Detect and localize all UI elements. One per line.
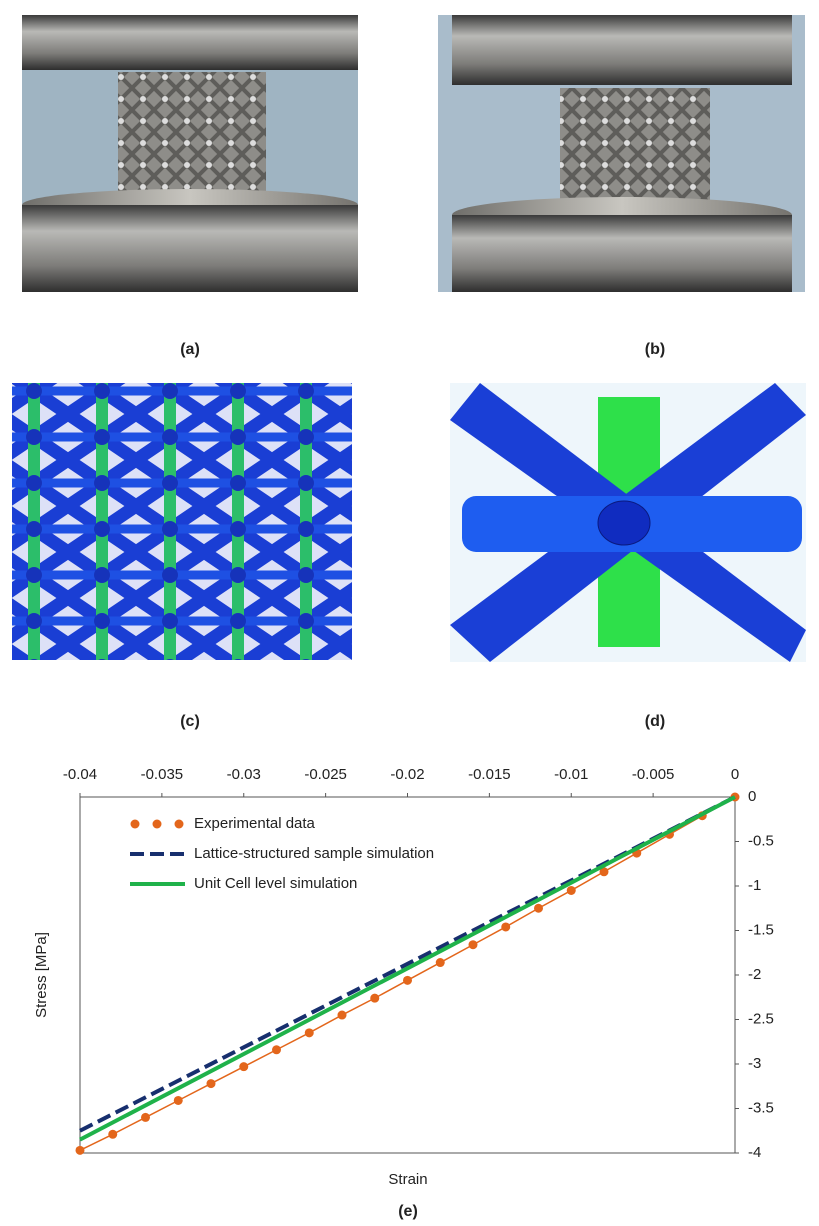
lattice-struts (12, 383, 352, 660)
legend-label: Lattice-structured sample simulation (194, 845, 434, 862)
panel-label: (b) (645, 341, 665, 358)
data-point (239, 1062, 248, 1071)
data-point (141, 1113, 150, 1122)
panel-label: (c) (180, 713, 200, 730)
upper-plate (452, 15, 792, 85)
lattice-simulation (12, 383, 352, 660)
unit-cell (450, 383, 806, 662)
x-tick-label: -0.03 (227, 766, 261, 783)
x-tick-label: -0.035 (141, 766, 184, 783)
data-point (403, 976, 412, 985)
x-axis-label: Strain (388, 1171, 427, 1188)
data-point (108, 1130, 117, 1139)
x-tick-label: -0.02 (390, 766, 424, 783)
y-axis-label: Stress [MPa] (33, 932, 50, 1018)
x-tick-label: -0.025 (304, 766, 347, 783)
x-tick-label: -0.015 (468, 766, 511, 783)
y-tick-label: -1 (748, 877, 761, 894)
photo-b (438, 15, 805, 292)
y-tick-label: -2 (748, 966, 761, 983)
y-tick-label: -2.5 (748, 1010, 774, 1027)
y-tick-label: -3 (748, 1055, 761, 1072)
data-point (534, 904, 543, 913)
data-point (370, 994, 379, 1003)
data-point (338, 1011, 347, 1020)
cell-node (598, 501, 650, 545)
photo-a (22, 15, 358, 292)
data-point (469, 940, 478, 949)
data-point (76, 1146, 85, 1155)
x-tick-label: 0 (731, 766, 739, 783)
data-point (567, 886, 576, 895)
data-point (436, 958, 445, 967)
legend-label: Unit Cell level simulation (194, 875, 357, 892)
lower-plate (22, 205, 358, 292)
x-tick-label: -0.01 (554, 766, 588, 783)
data-point (272, 1045, 281, 1054)
upper-plate (22, 15, 358, 70)
lattice-sample (560, 88, 710, 208)
panel-label: (d) (645, 713, 665, 730)
y-tick-label: -1.5 (748, 921, 774, 938)
legend-marker (175, 820, 184, 829)
page: {"panel_labels": ["(a)", "(b)", "(c)", "… (0, 0, 819, 1226)
y-tick-label: 0 (748, 788, 756, 805)
x-tick-label: -0.04 (63, 766, 97, 783)
y-tick-label: -4 (748, 1144, 761, 1161)
data-point (174, 1096, 183, 1105)
panel-label: (a) (180, 341, 200, 358)
panel-label: (e) (398, 1203, 418, 1220)
data-point (305, 1028, 314, 1037)
lower-plate (452, 215, 792, 292)
data-point (501, 922, 510, 931)
legend-marker (131, 820, 140, 829)
y-tick-label: -3.5 (748, 1099, 774, 1116)
data-point (207, 1079, 216, 1088)
legend-marker (153, 820, 162, 829)
y-tick-label: -0.5 (748, 832, 774, 849)
legend-label: Experimental data (194, 815, 316, 832)
lattice-sample (118, 72, 266, 202)
figure: (a) (b) (c) (d) Strain Stress [MPa] (e) … (0, 0, 819, 1226)
x-tick-label: -0.005 (632, 766, 675, 783)
